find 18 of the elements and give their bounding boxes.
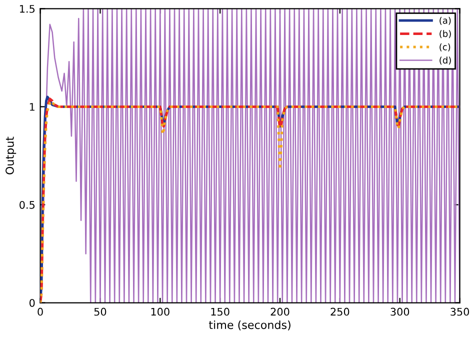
- x-tick-label: 150: [211, 308, 230, 316]
- x-tick-label: 100: [151, 308, 170, 316]
- legend-label: (b): [440, 30, 451, 38]
- y-tick-label: 0.5: [20, 200, 35, 209]
- x-tick-label: 0: [38, 308, 43, 316]
- x-tick-label: 300: [390, 308, 410, 316]
- y-tick-label: 0: [29, 298, 35, 307]
- legend-label: (a): [440, 16, 451, 25]
- x-axis-title: time (seconds): [208, 320, 290, 330]
- x-tick-label: 50: [94, 308, 106, 316]
- x-tick-label: 350: [450, 308, 470, 316]
- legend-label: (d): [440, 56, 451, 65]
- y-tick-label: 1: [30, 103, 34, 111]
- y-axis-title: Output: [6, 136, 16, 174]
- y-tick-label: 1.5: [20, 5, 35, 13]
- x-tick-label: 250: [330, 308, 350, 316]
- legend-label: (c): [440, 43, 450, 52]
- x-tick-label: 200: [270, 308, 290, 316]
